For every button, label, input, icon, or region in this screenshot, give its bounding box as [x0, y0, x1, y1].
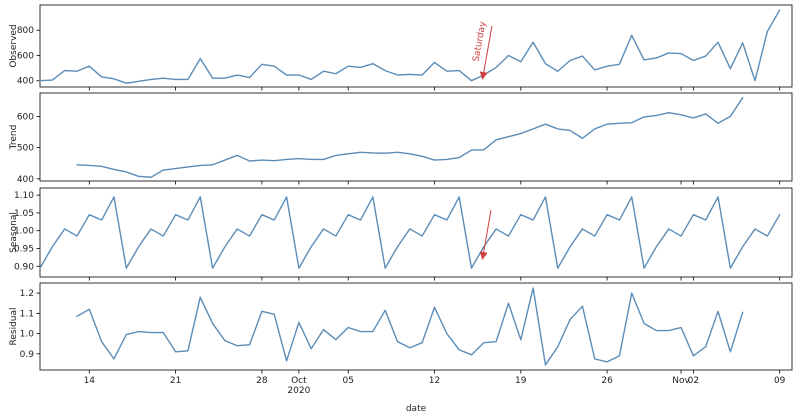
- x-tick-label: 09: [774, 376, 786, 386]
- x-tick-label: Nov: [672, 376, 690, 386]
- y-tick-label: 0.9: [20, 350, 35, 360]
- y-tick-label: 0.90: [14, 262, 34, 272]
- y-axis-label: Seasonal: [9, 212, 19, 253]
- x-tick-label: 02: [688, 376, 699, 386]
- y-axis-label: Trend: [9, 125, 19, 151]
- series-line-seasonal: [39, 196, 781, 269]
- series-line-observed: [39, 9, 781, 84]
- annotation-label-saturday: Saturday: [472, 20, 489, 62]
- y-axis-label: Residual: [9, 307, 19, 345]
- y-axis-label: Observed: [9, 24, 19, 67]
- y-tick-label: 0.95: [14, 245, 34, 255]
- y-tick-label: 600: [17, 112, 34, 122]
- y-tick-label: 1.1: [20, 309, 34, 319]
- x-tick-label: Oct: [291, 376, 307, 386]
- annotation-arrow-saturday: [479, 25, 493, 80]
- panel-frame: [39, 282, 793, 371]
- panel-frame: [39, 4, 793, 88]
- y-tick-label: 1.00: [14, 227, 34, 237]
- panel-trend: 400 500 600 Trend: [9, 92, 793, 185]
- y-tick-label: 1.10: [14, 191, 34, 201]
- x-tick-label: 28: [256, 376, 268, 386]
- x-tick-label: 05: [342, 376, 353, 386]
- panel-seasonal: 0.90 0.95 1.00 1.05 1.10 Seasonal: [9, 187, 793, 281]
- panel-frame: [39, 92, 793, 182]
- x-axis-label: date: [406, 404, 427, 414]
- x-tick-label: 26: [601, 376, 613, 386]
- x-tick-label: 2020: [287, 386, 310, 396]
- y-tick-label: 500: [17, 144, 34, 154]
- y-tick-label: 1.2: [20, 289, 34, 299]
- series-line-trend: [76, 96, 744, 178]
- y-tick-label: 400: [17, 175, 34, 185]
- y-tick-label: 800: [17, 26, 34, 36]
- x-tick-label: 21: [170, 376, 181, 386]
- y-tick-label: 1.0: [20, 330, 35, 340]
- annotation-arrow-seasonal: [479, 209, 492, 260]
- x-tick-label: 19: [515, 376, 527, 386]
- y-tick-label: 1.05: [14, 209, 34, 219]
- y-tick-label: 600: [17, 51, 34, 61]
- series-line-residual: [76, 287, 744, 366]
- x-tick-label: 14: [84, 376, 96, 386]
- x-tick-label: 12: [429, 376, 440, 386]
- panel-frame: [39, 187, 793, 278]
- y-tick-label: 400: [17, 77, 34, 87]
